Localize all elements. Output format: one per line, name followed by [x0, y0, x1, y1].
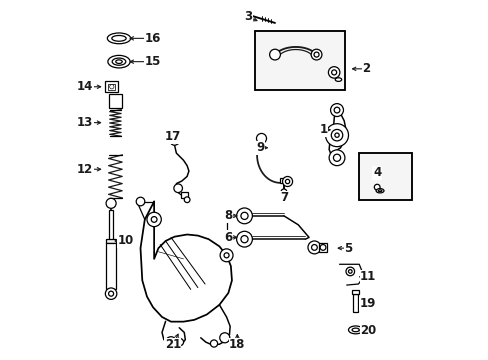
Text: 7: 7 [279, 192, 287, 204]
Ellipse shape [112, 58, 125, 65]
Ellipse shape [116, 60, 122, 63]
Text: 10: 10 [118, 234, 134, 247]
Text: 11: 11 [359, 270, 376, 283]
Circle shape [328, 150, 344, 166]
Ellipse shape [112, 36, 126, 41]
Circle shape [105, 288, 117, 300]
Circle shape [184, 197, 190, 203]
Circle shape [282, 176, 292, 186]
Text: 19: 19 [359, 297, 376, 310]
Bar [255, 31, 344, 90]
Bar [106, 239, 116, 243]
Circle shape [256, 134, 266, 144]
Text: 9: 9 [256, 141, 264, 154]
Circle shape [269, 49, 280, 60]
Circle shape [346, 267, 354, 276]
Text: 2: 2 [362, 62, 370, 75]
Circle shape [241, 235, 247, 243]
Ellipse shape [348, 326, 362, 334]
Text: 1: 1 [319, 123, 327, 136]
Circle shape [285, 179, 289, 184]
Circle shape [151, 217, 157, 222]
Text: 20: 20 [359, 324, 376, 337]
Circle shape [348, 270, 351, 273]
Ellipse shape [335, 78, 341, 81]
Text: 13: 13 [77, 116, 93, 129]
Text: 3: 3 [244, 10, 252, 23]
Circle shape [136, 197, 144, 206]
Circle shape [330, 130, 342, 141]
Bar [318, 243, 326, 252]
Circle shape [310, 49, 321, 60]
Circle shape [311, 244, 317, 250]
Circle shape [331, 70, 336, 75]
Ellipse shape [107, 33, 130, 44]
Bar [109, 94, 122, 108]
Circle shape [224, 253, 228, 258]
Circle shape [313, 52, 318, 57]
Circle shape [169, 136, 179, 145]
Text: 5: 5 [344, 242, 352, 255]
Text: 8: 8 [224, 210, 232, 222]
Text: 15: 15 [144, 55, 161, 68]
Bar [108, 84, 115, 90]
Bar [105, 81, 118, 93]
Circle shape [220, 249, 233, 262]
Circle shape [334, 133, 339, 137]
Circle shape [236, 231, 252, 247]
Circle shape [174, 184, 182, 193]
Text: 12: 12 [77, 163, 93, 176]
Circle shape [281, 189, 286, 195]
Circle shape [165, 337, 176, 347]
Circle shape [106, 198, 116, 208]
Circle shape [108, 291, 113, 296]
Bar [359, 153, 411, 200]
Bar [280, 178, 287, 183]
Circle shape [320, 244, 325, 250]
Text: 6: 6 [224, 231, 232, 244]
Text: 21: 21 [164, 338, 181, 351]
Circle shape [210, 340, 217, 347]
Ellipse shape [375, 189, 383, 193]
Circle shape [333, 107, 339, 113]
Circle shape [333, 154, 340, 161]
Bar [352, 294, 357, 312]
Text: 18: 18 [229, 338, 245, 351]
Circle shape [109, 85, 114, 89]
Circle shape [325, 124, 348, 147]
Circle shape [307, 241, 320, 254]
Circle shape [219, 333, 229, 343]
Circle shape [328, 67, 339, 78]
Circle shape [330, 104, 343, 117]
Bar [109, 211, 113, 241]
Ellipse shape [378, 190, 381, 192]
Ellipse shape [108, 55, 130, 68]
Circle shape [176, 338, 183, 346]
Circle shape [147, 212, 161, 226]
Bar [351, 290, 359, 294]
Circle shape [241, 212, 247, 220]
Bar [106, 243, 116, 289]
Text: 14: 14 [77, 80, 93, 93]
Text: 16: 16 [144, 32, 161, 45]
Circle shape [236, 208, 252, 224]
Ellipse shape [351, 328, 359, 332]
Text: 17: 17 [164, 130, 181, 144]
Circle shape [373, 184, 379, 190]
Text: 4: 4 [372, 166, 381, 179]
Bar [181, 192, 188, 198]
